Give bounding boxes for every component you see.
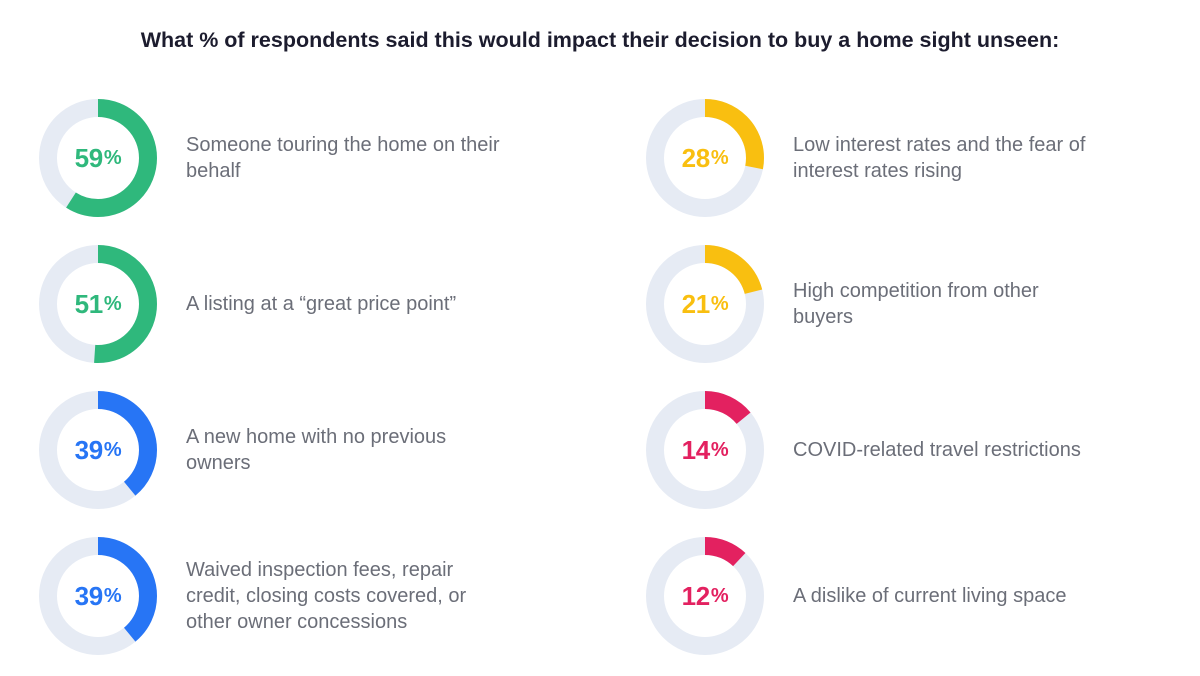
donut-arc [39,391,157,509]
percent-unit: % [710,438,729,461]
percent-unit: % [710,146,729,169]
percent-value: 39% [36,534,160,658]
stat-label-text: A new home with no previous owners [186,426,447,474]
percent-number: 14 [681,434,711,465]
stat-label: Waived inspection fees, repair credit, c… [186,534,506,658]
stat-label: Someone touring the home on their behalf [186,96,516,220]
stat-item: 28% Low interest rates and the fear of i… [643,96,1163,220]
donut-chart [646,99,764,217]
percent-unit: % [103,146,122,169]
percent-number: 12 [681,580,711,611]
donut-chart [39,391,157,509]
stat-label: A new home with no previous owners [186,388,516,512]
donut-arc [646,537,764,655]
stat-item: 39% Waived inspection fees, repair credi… [36,534,556,658]
stat-label-text: A listing at a “great price point” [186,293,457,315]
percent-unit: % [103,584,122,607]
percent-number: 51 [74,288,104,319]
stat-item: 59% Someone touring the home on their be… [36,96,556,220]
percent-value: 51% [36,242,160,366]
stat-label-text: COVID-related travel restrictions [793,439,1081,461]
donut-arc [39,245,157,363]
donut-chart [39,537,157,655]
stat-item: 51% A listing at a “great price point” [36,242,556,366]
donut-arc [39,537,157,655]
stat-label-text: Low interest rates and the fear of inter… [793,134,1086,182]
percent-value: 12% [643,534,767,658]
stat-label: Low interest rates and the fear of inter… [793,96,1093,220]
stat-label: High competition from other buyers [793,242,1053,366]
donut-chart [646,245,764,363]
donut-chart [646,391,764,509]
stat-label: COVID-related travel restrictions [793,388,1153,512]
percent-unit: % [103,292,122,315]
percent-value: 28% [643,96,767,220]
donut-chart [39,245,157,363]
percent-number: 21 [681,288,711,319]
donut-arc [646,99,764,217]
donut-chart [646,537,764,655]
stat-item: 14% COVID-related travel restrictions [643,388,1163,512]
percent-unit: % [710,292,729,315]
percent-unit: % [710,584,729,607]
stat-label-text: Waived inspection fees, repair credit, c… [186,559,467,633]
chart-title: What % of respondents said this would im… [140,28,1060,52]
stat-item: 12% A dislike of current living space [643,534,1163,658]
stat-label-text: A dislike of current living space [793,585,1067,607]
percent-value: 14% [643,388,767,512]
stat-label: A dislike of current living space [793,534,1153,658]
donut-arc [646,391,764,509]
percent-number: 28 [681,142,711,173]
stat-label-text: Someone touring the home on their behalf [186,134,500,182]
stat-label-text: High competition from other buyers [793,280,1039,328]
percent-number: 39 [74,434,104,465]
percent-unit: % [103,438,122,461]
stat-label: A listing at a “great price point” [186,242,536,366]
percent-value: 59% [36,96,160,220]
percent-value: 21% [643,242,767,366]
percent-number: 39 [74,580,104,611]
donut-chart [39,99,157,217]
donut-arc [646,245,764,363]
donut-arc [39,99,157,217]
stat-item: 21% High competition from other buyers [643,242,1163,366]
stat-item: 39% A new home with no previous owners [36,388,556,512]
percent-number: 59 [74,142,104,173]
percent-value: 39% [36,388,160,512]
